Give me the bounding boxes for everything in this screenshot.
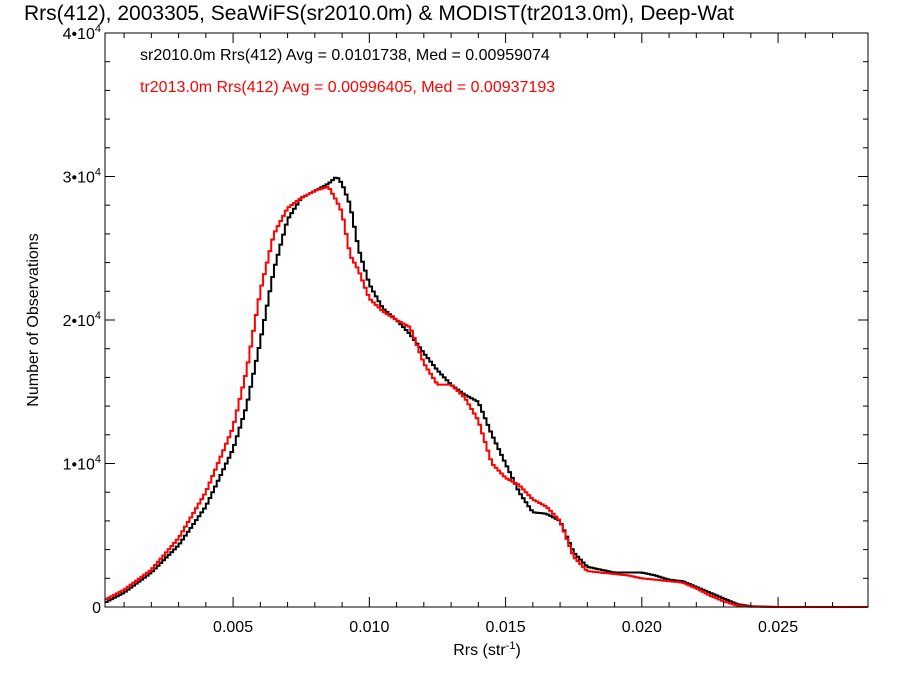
y-axis-label: Number of Observations (25, 233, 42, 406)
x-tick-label: 0.015 (486, 619, 526, 636)
series-line-tr2013 (105, 185, 868, 608)
x-axis: 0.005 0.010 0.015 0.020 0.025 (123, 33, 834, 636)
series-layer (105, 176, 868, 608)
x-tick-label: 0.010 (349, 619, 389, 636)
plot-frame (104, 32, 869, 608)
y-tick-label: 4•104 (63, 23, 101, 43)
x-tick-label: 0.005 (213, 619, 253, 636)
y-tick-label: 2•104 (63, 310, 101, 330)
x-axis-label: Rrs (str-1) (453, 640, 521, 659)
annotation-sr2010: sr2010.0m Rrs(412) Avg = 0.0101738, Med … (140, 47, 550, 64)
y-tick-label: 0 (92, 600, 101, 617)
annotation-tr2013: tr2013.0m Rrs(412) Avg = 0.00996405, Med… (140, 79, 555, 96)
chart-title: Rrs(412), 2003305, SeaWiFS(sr2010.0m) & … (24, 2, 734, 25)
x-tick-label: 0.020 (622, 619, 662, 636)
y-tick-label: 3•104 (63, 167, 101, 187)
x-tick-label: 0.025 (758, 619, 798, 636)
y-axis: 0 1•104 2•104 3•104 4•104 (63, 23, 868, 617)
series-line-sr2010 (105, 176, 868, 608)
y-tick-label: 1•104 (63, 454, 101, 474)
